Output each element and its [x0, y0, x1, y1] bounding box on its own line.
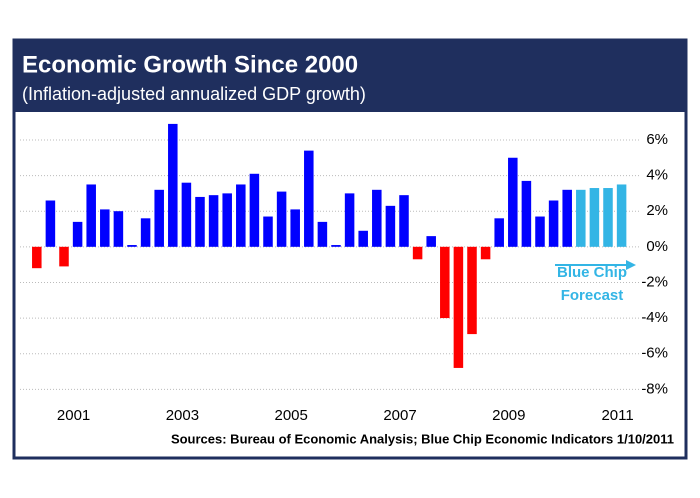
bar [535, 216, 545, 247]
bar [548, 200, 559, 247]
bar [140, 218, 151, 247]
y-tick-label: -2% [641, 273, 668, 290]
bar [236, 184, 246, 247]
source: Sources: Bureau of Economic Analysis; Bl… [171, 431, 674, 446]
bar [249, 173, 260, 247]
annotation: Forecast [561, 287, 624, 304]
bar [113, 211, 124, 247]
header [15, 41, 685, 112]
arrow-head [626, 260, 636, 270]
bar [168, 123, 178, 247]
bar [127, 245, 137, 247]
chart-title: Economic Growth Since 2000 [22, 51, 358, 78]
chart-subtitle: (Inflation-adjusted annualized GDP growt… [22, 84, 366, 104]
bar [181, 182, 192, 247]
bar [32, 246, 42, 269]
bar [426, 236, 436, 247]
x-tick-label: 2007 [383, 407, 416, 424]
bar [372, 189, 382, 247]
annotation: Blue Chip [557, 264, 627, 281]
bar [358, 230, 368, 247]
y-tick-label: 6% [646, 131, 668, 148]
bar [562, 189, 572, 247]
y-tick-label: -4% [641, 309, 668, 326]
bar [480, 246, 491, 260]
bar [222, 193, 232, 247]
bar [154, 189, 164, 247]
bar [440, 246, 450, 319]
bar [412, 246, 423, 260]
x-tick-label: 2003 [166, 407, 199, 424]
bar [263, 216, 273, 247]
bar [521, 180, 532, 247]
y-tick-label: 0% [646, 238, 668, 255]
bar [576, 189, 586, 247]
bar [45, 200, 56, 247]
bar [344, 193, 355, 247]
bar [467, 246, 477, 335]
bar [100, 209, 110, 247]
bar [616, 184, 627, 247]
x-tick-label: 2001 [57, 407, 90, 424]
y-tick-label: 4% [646, 167, 668, 184]
bar [317, 221, 328, 247]
bar [208, 195, 219, 247]
bar [399, 195, 409, 247]
bar [304, 150, 314, 247]
y-tick-label: 2% [646, 202, 668, 219]
y-tick-label: -6% [641, 345, 668, 362]
bar [331, 245, 341, 247]
y-tick-label: -8% [641, 380, 668, 397]
bar [72, 221, 83, 247]
x-tick-label: 2005 [275, 407, 308, 424]
bar [494, 218, 504, 247]
bar [589, 188, 600, 247]
bar [603, 188, 613, 247]
x-tick-label: 2011 [601, 407, 633, 424]
x-tick-label: 2009 [492, 407, 525, 424]
bar [290, 209, 300, 247]
bar [86, 184, 96, 247]
bar [453, 246, 464, 368]
bar [385, 205, 396, 247]
bar [195, 196, 205, 247]
bar [276, 191, 287, 247]
bar [59, 246, 69, 267]
bar [508, 157, 518, 247]
